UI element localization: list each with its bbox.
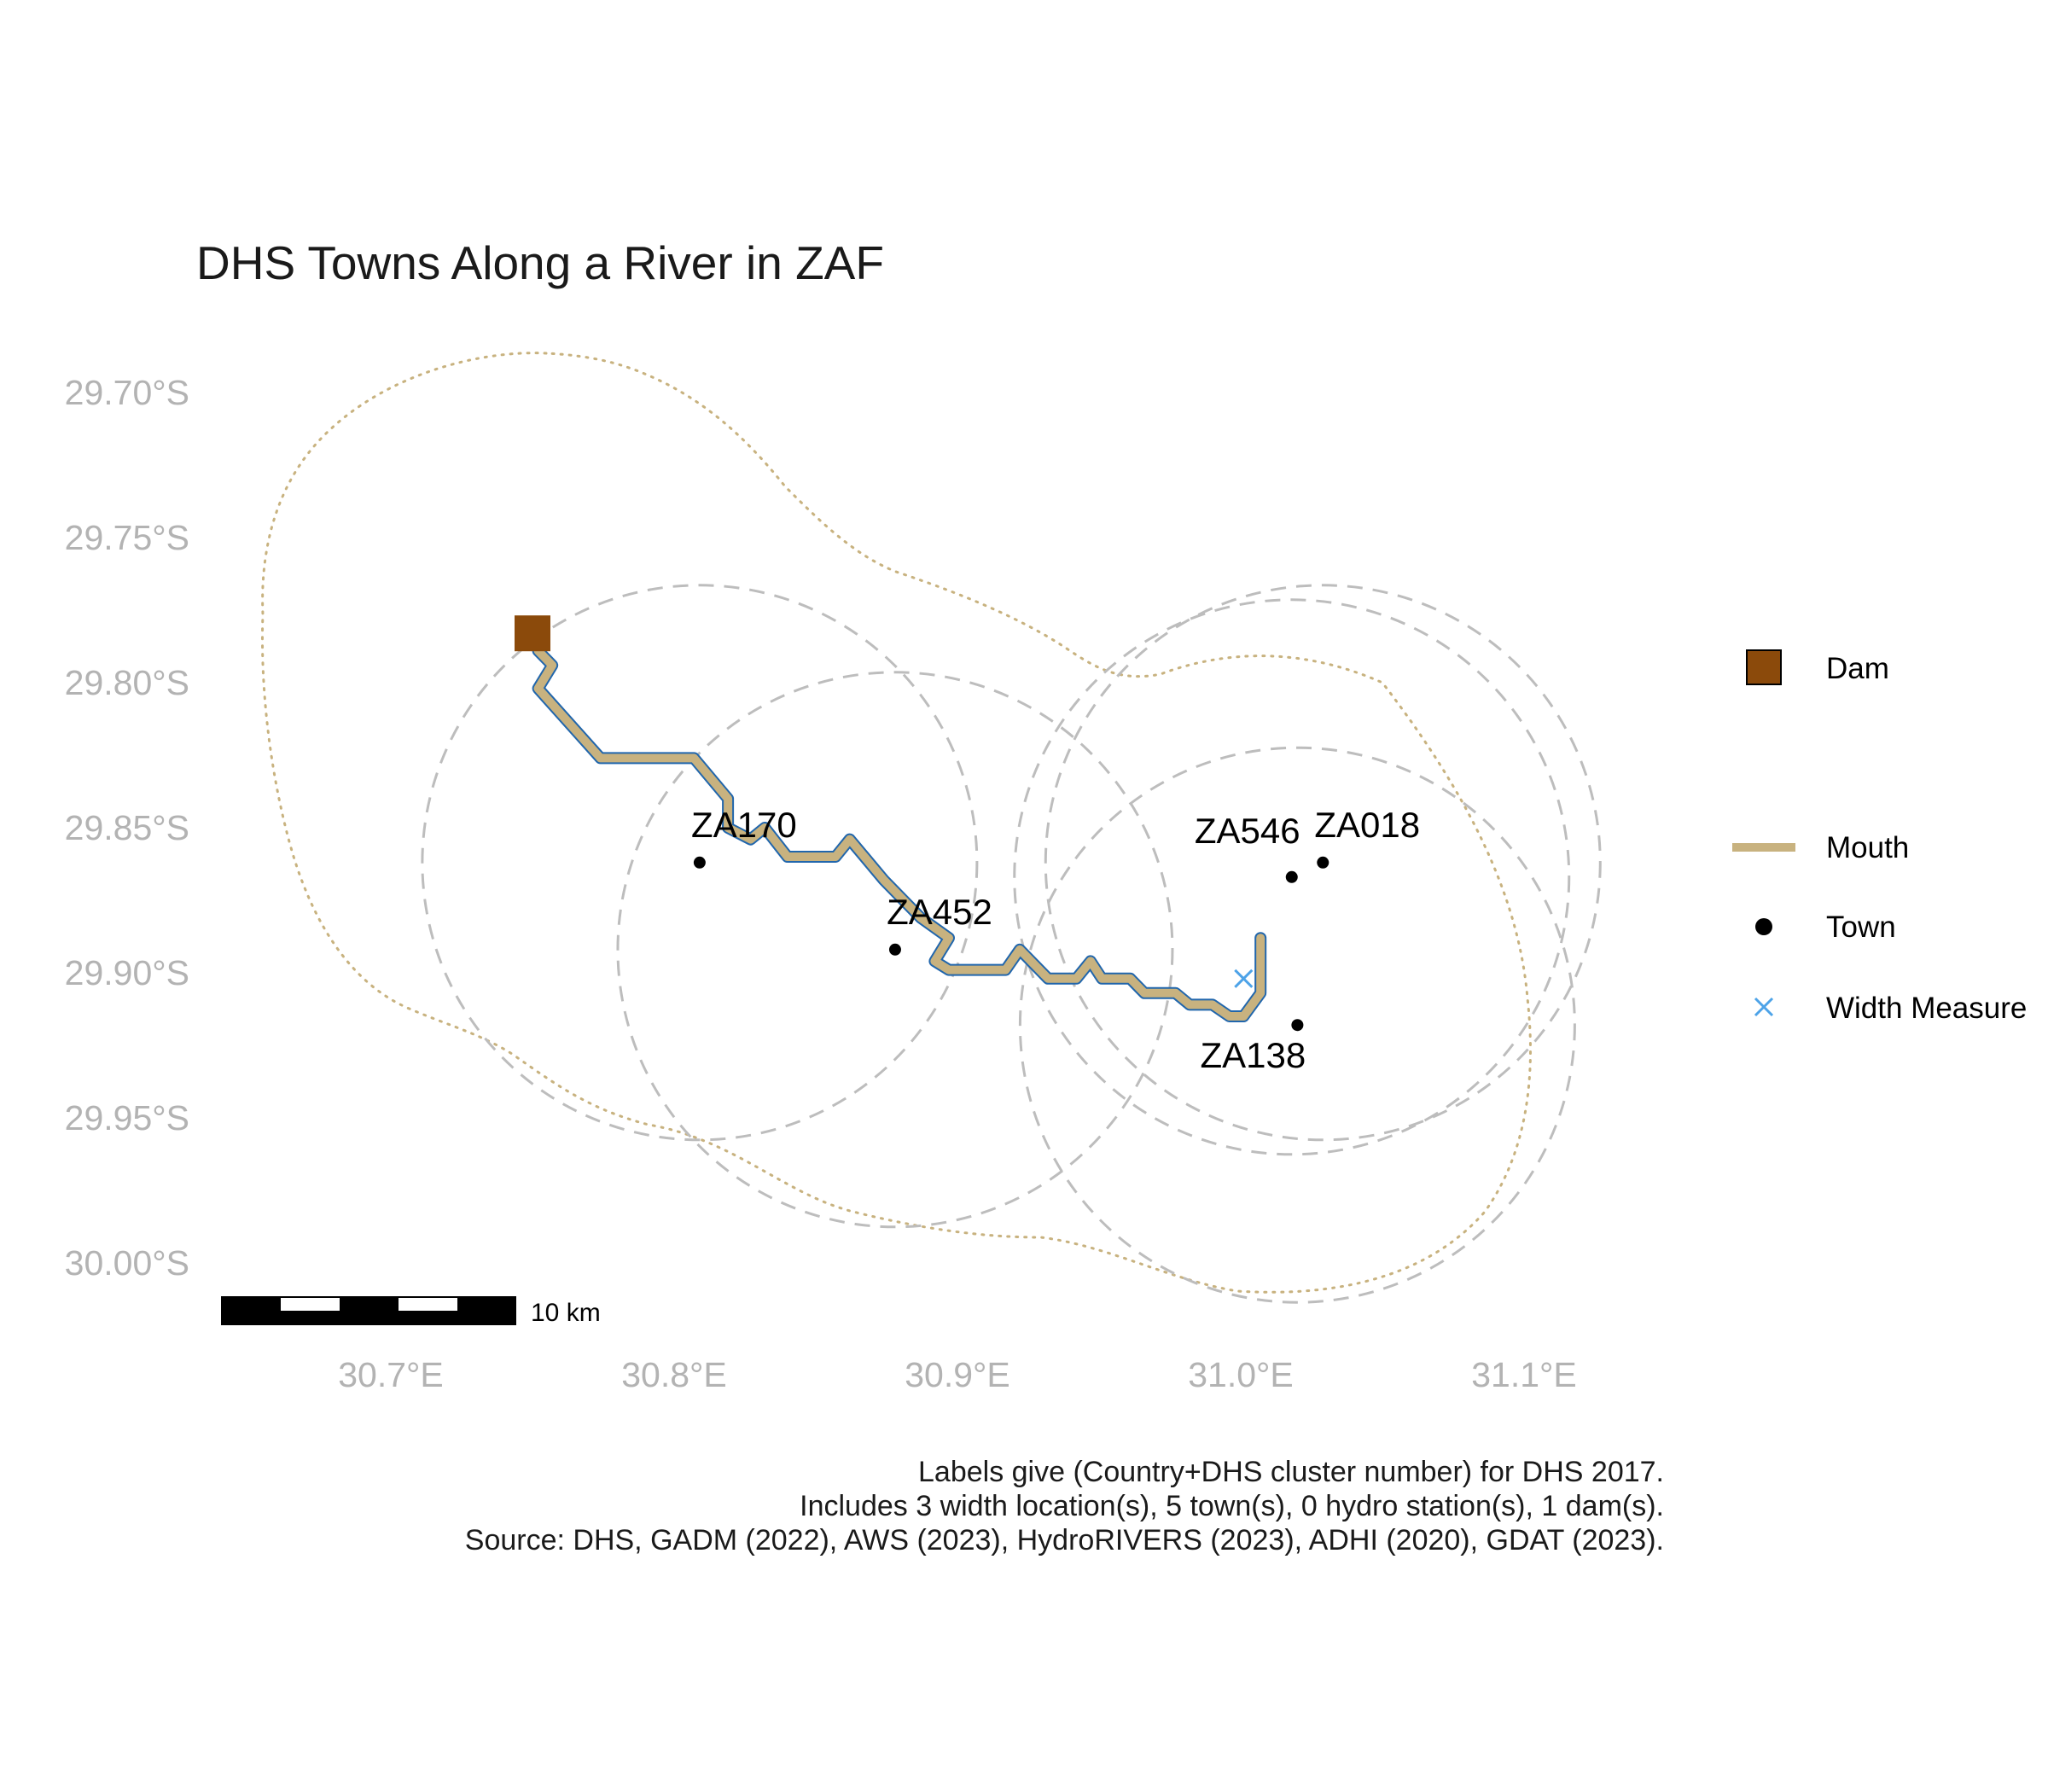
- width-measure-marker: [1234, 969, 1254, 988]
- caption-line-3: Source: DHS, GADM (2022), AWS (2023), Hy…: [465, 1524, 1664, 1556]
- scale-bar-seg: [457, 1311, 515, 1324]
- width-measure-stroke: [1234, 969, 1254, 988]
- y-tick-label: 29.85°S: [65, 808, 189, 847]
- town-label: ZA452: [887, 892, 992, 932]
- town-point: [693, 856, 706, 869]
- legend-dam-icon: [1746, 649, 1782, 685]
- map-title: DHS Towns Along a River in ZAF: [196, 236, 884, 289]
- caption: Labels give (Country+DHS cluster number)…: [465, 1456, 1664, 1556]
- town-buffer-circle: [1018, 746, 1576, 1304]
- x-axis: 30.7°E 30.8°E 30.9°E 31.0°E 31.1°E: [338, 1355, 1577, 1394]
- town-point: [1291, 1019, 1304, 1032]
- x-tick-label: 30.7°E: [338, 1355, 444, 1394]
- town-label: ZA138: [1201, 1035, 1306, 1075]
- x-tick-label: 31.0°E: [1188, 1355, 1294, 1394]
- river-line: [532, 630, 1267, 1022]
- x-tick-label: 31.1°E: [1471, 1355, 1577, 1394]
- y-tick-label: 29.80°S: [65, 663, 189, 702]
- y-tick-label: 29.75°S: [65, 518, 189, 557]
- town-label: ZA170: [691, 805, 797, 845]
- legend-town-icon: [1755, 918, 1772, 935]
- scale-bar-seg: [340, 1311, 399, 1324]
- legend-width-label: Width Measure: [1826, 992, 2027, 1025]
- town-label: ZA018: [1314, 805, 1420, 845]
- town-markers: ZA170 ZA452 ZA546 ZA018 ZA138: [691, 805, 1420, 1075]
- x-tick-label: 30.8°E: [621, 1355, 727, 1394]
- town-buffers: [421, 584, 1602, 1304]
- scale-bar-seg: [340, 1297, 399, 1311]
- town-buffer-circle: [1013, 598, 1571, 1156]
- y-tick-label: 30.00°S: [65, 1243, 189, 1283]
- y-tick-label: 29.70°S: [65, 373, 189, 412]
- caption-line-2: Includes 3 width location(s), 5 town(s),…: [800, 1490, 1664, 1522]
- scale-bar: 10 km: [221, 1296, 601, 1327]
- town-point: [1317, 856, 1329, 869]
- y-axis: 29.70°S 29.75°S 29.80°S 29.85°S 29.90°S 29.95…: [65, 373, 189, 1283]
- town-buffer-circle: [1044, 584, 1602, 1142]
- scale-bar-seg: [399, 1311, 457, 1324]
- legend-dam-label: Dam: [1826, 652, 1889, 685]
- legend-width-icon: [1754, 997, 1774, 1017]
- scale-bar-label: 10 km: [531, 1299, 601, 1327]
- y-tick-label: 29.95°S: [65, 1098, 189, 1137]
- legend-mouth-label: Mouth: [1826, 831, 1909, 864]
- town-point: [888, 943, 901, 956]
- river-fill: [533, 631, 1265, 1021]
- town-point: [1285, 870, 1298, 883]
- scale-bar-seg: [222, 1311, 281, 1324]
- y-tick-label: 29.90°S: [65, 953, 189, 992]
- caption-line-1: Labels give (Country+DHS cluster number)…: [918, 1456, 1664, 1488]
- x-tick-label: 30.9°E: [905, 1355, 1010, 1394]
- width-measures: [1234, 969, 1254, 988]
- scale-bar-seg: [457, 1297, 515, 1311]
- legend-town-label: Town: [1826, 911, 1896, 944]
- town-buffer-circle: [616, 671, 1174, 1229]
- scale-bar-seg: [281, 1311, 340, 1324]
- scale-bar-seg: [222, 1297, 281, 1311]
- dam-marker: [515, 615, 550, 652]
- town-label: ZA546: [1195, 811, 1300, 851]
- dam-markers: [515, 615, 550, 652]
- legend: Dam Mouth Town Width Measure: [1732, 649, 2027, 1025]
- town-buffer-circle: [421, 584, 979, 1142]
